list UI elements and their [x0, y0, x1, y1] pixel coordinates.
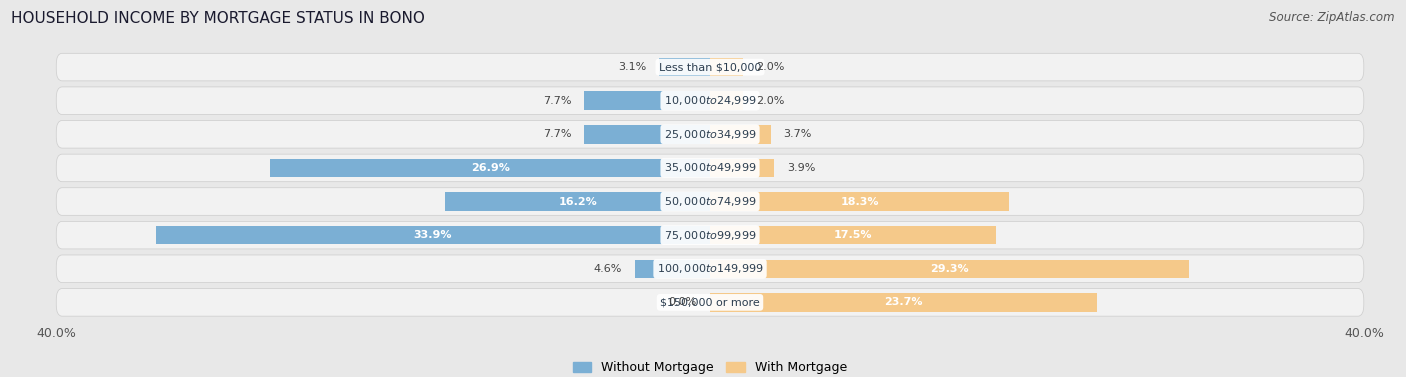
Text: $35,000 to $49,999: $35,000 to $49,999: [664, 161, 756, 175]
Text: 2.0%: 2.0%: [756, 62, 785, 72]
Text: 29.3%: 29.3%: [931, 264, 969, 274]
FancyBboxPatch shape: [56, 188, 1364, 215]
Text: 16.2%: 16.2%: [558, 196, 598, 207]
FancyBboxPatch shape: [56, 288, 1364, 316]
Text: 3.1%: 3.1%: [619, 62, 647, 72]
FancyBboxPatch shape: [56, 121, 1364, 148]
Text: $10,000 to $24,999: $10,000 to $24,999: [664, 94, 756, 107]
Text: $75,000 to $99,999: $75,000 to $99,999: [664, 228, 756, 242]
Text: 7.7%: 7.7%: [543, 129, 571, 139]
Bar: [710, 259, 1189, 278]
Text: 0.0%: 0.0%: [669, 297, 697, 307]
Text: $50,000 to $74,999: $50,000 to $74,999: [664, 195, 756, 208]
FancyBboxPatch shape: [56, 154, 1364, 182]
Text: 3.7%: 3.7%: [783, 129, 811, 139]
FancyBboxPatch shape: [56, 87, 1364, 115]
FancyBboxPatch shape: [56, 255, 1364, 282]
Text: Source: ZipAtlas.com: Source: ZipAtlas.com: [1270, 11, 1395, 24]
Bar: [710, 226, 995, 244]
Text: $100,000 to $149,999: $100,000 to $149,999: [657, 262, 763, 275]
Bar: [710, 293, 1098, 312]
Bar: [270, 159, 710, 177]
Text: 23.7%: 23.7%: [884, 297, 922, 307]
Text: 17.5%: 17.5%: [834, 230, 872, 240]
Text: Less than $10,000: Less than $10,000: [659, 62, 761, 72]
Bar: [636, 259, 710, 278]
Text: 3.9%: 3.9%: [787, 163, 815, 173]
Bar: [710, 159, 773, 177]
Legend: Without Mortgage, With Mortgage: Without Mortgage, With Mortgage: [568, 356, 852, 377]
Text: 33.9%: 33.9%: [413, 230, 453, 240]
Text: 4.6%: 4.6%: [593, 264, 621, 274]
Text: 18.3%: 18.3%: [841, 196, 879, 207]
Bar: [710, 125, 770, 144]
Bar: [710, 92, 742, 110]
Bar: [583, 92, 710, 110]
Text: 26.9%: 26.9%: [471, 163, 509, 173]
Text: HOUSEHOLD INCOME BY MORTGAGE STATUS IN BONO: HOUSEHOLD INCOME BY MORTGAGE STATUS IN B…: [11, 11, 425, 26]
FancyBboxPatch shape: [56, 53, 1364, 81]
Bar: [710, 192, 1010, 211]
Bar: [446, 192, 710, 211]
Bar: [583, 125, 710, 144]
Text: $25,000 to $34,999: $25,000 to $34,999: [664, 128, 756, 141]
Text: 7.7%: 7.7%: [543, 96, 571, 106]
Bar: [659, 58, 710, 76]
Text: 2.0%: 2.0%: [756, 96, 785, 106]
FancyBboxPatch shape: [56, 221, 1364, 249]
Bar: [710, 58, 742, 76]
Bar: [156, 226, 710, 244]
Text: $150,000 or more: $150,000 or more: [661, 297, 759, 307]
